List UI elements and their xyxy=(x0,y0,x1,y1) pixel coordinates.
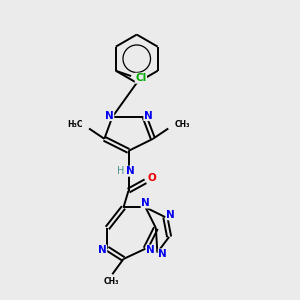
Text: N: N xyxy=(98,245,107,255)
Text: N: N xyxy=(144,110,153,121)
Text: H: H xyxy=(117,166,124,176)
Text: O: O xyxy=(147,173,156,183)
Text: N: N xyxy=(166,210,175,220)
Text: N: N xyxy=(141,198,150,208)
Text: CH₃: CH₃ xyxy=(174,120,190,129)
Text: H₃C: H₃C xyxy=(68,120,83,129)
Text: N: N xyxy=(146,245,155,255)
Text: Cl: Cl xyxy=(135,73,146,83)
Text: N: N xyxy=(158,249,167,259)
Text: CH₃: CH₃ xyxy=(103,278,119,286)
Text: N: N xyxy=(127,166,135,176)
Text: N: N xyxy=(105,110,114,121)
